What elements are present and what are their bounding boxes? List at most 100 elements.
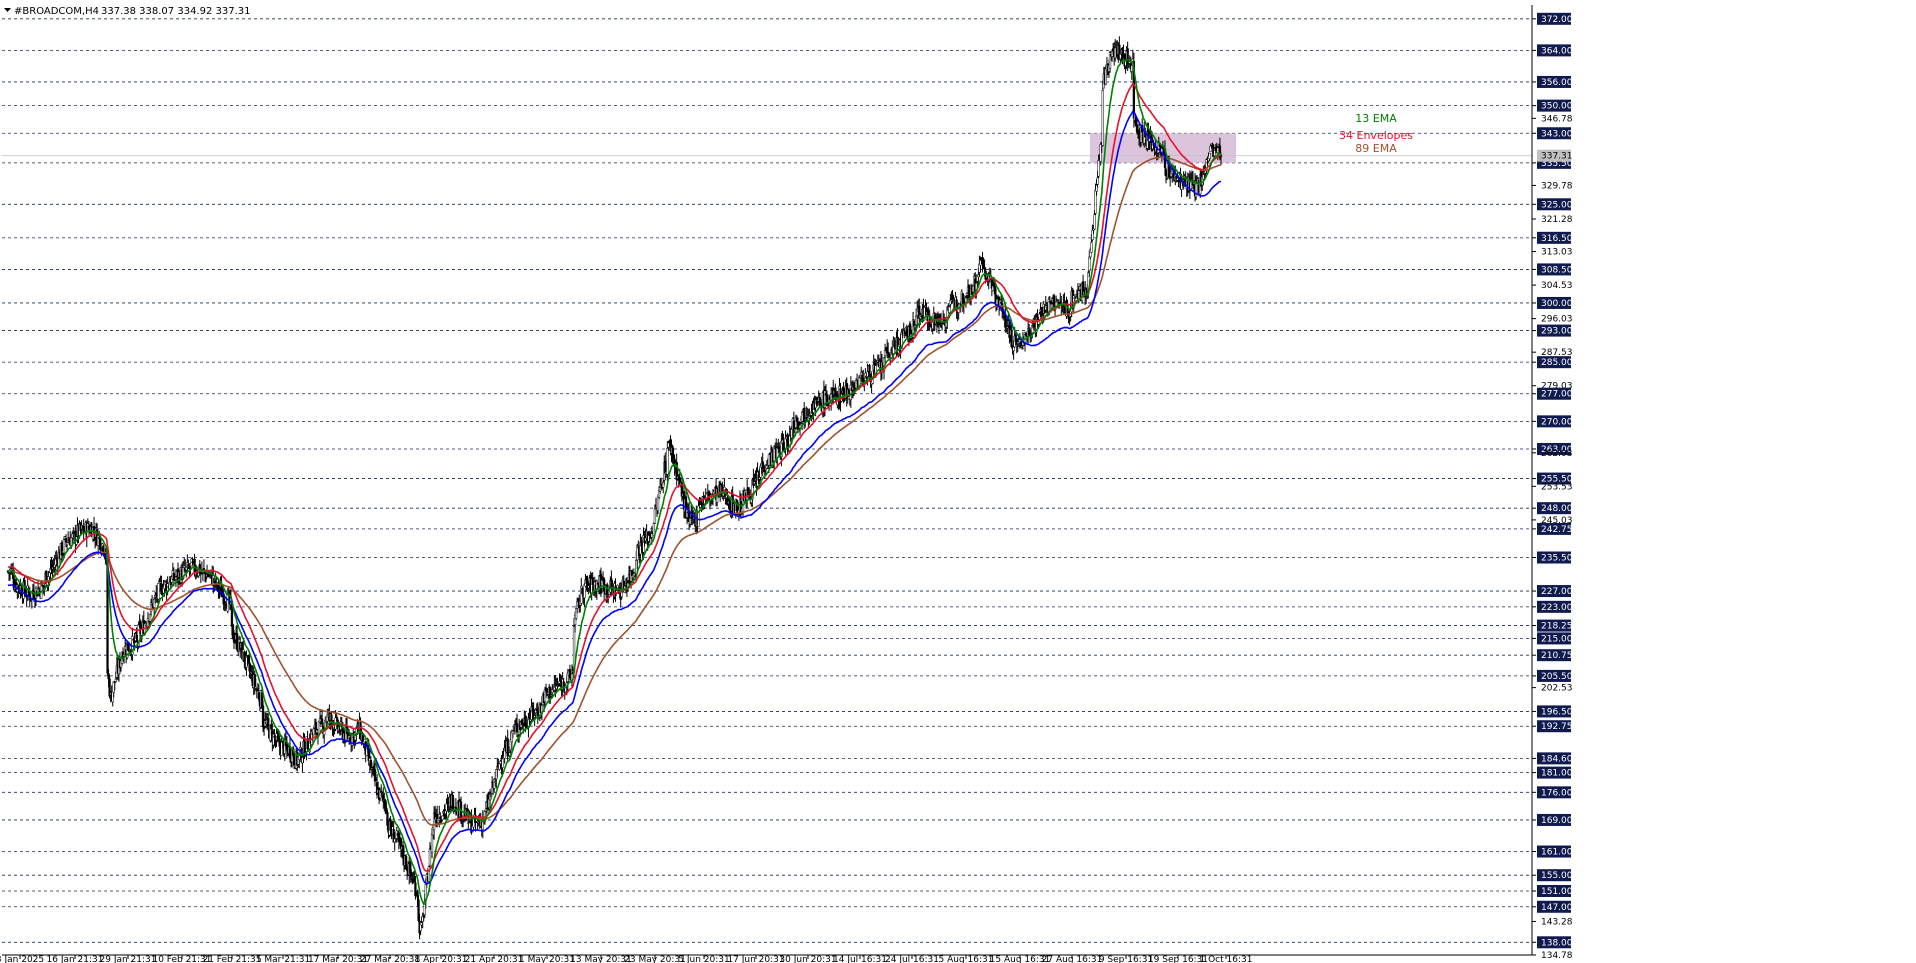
candle-body <box>562 681 565 688</box>
candle-body <box>135 635 138 639</box>
price-label-bg <box>1537 522 1571 535</box>
candle-body <box>1010 329 1013 348</box>
candle-body <box>373 769 377 782</box>
time-label: 15 Aug 16:31 <box>990 955 1051 963</box>
candle-body <box>257 692 261 700</box>
candle-body <box>223 601 226 603</box>
candle-body <box>440 820 443 823</box>
price-label: 287.53 <box>1541 348 1573 358</box>
candle-body <box>380 790 383 793</box>
price-label-bg <box>1537 845 1571 858</box>
price-label: 138.00 <box>1541 938 1573 948</box>
candle-body <box>148 614 152 622</box>
price-label-bg <box>1537 551 1571 564</box>
triangle-down-icon <box>4 8 11 12</box>
time-label: 5 Mar 21:31 <box>256 955 310 963</box>
price-label: 192.75 <box>1541 722 1573 732</box>
indicator-lines <box>7 58 1222 906</box>
price-label: 242.75 <box>1541 525 1573 535</box>
time-label: 1 Oct 16:31 <box>1200 955 1253 963</box>
envelope-upper-line <box>7 82 1222 873</box>
price-label: 196.50 <box>1541 707 1573 717</box>
time-label: 5 Jun 20:31 <box>678 955 729 963</box>
price-label: 218.25 <box>1541 622 1573 632</box>
candle-body <box>948 306 951 314</box>
price-label-bg <box>1537 263 1571 276</box>
price-label: 325.00 <box>1541 200 1573 210</box>
price-label: 151.00 <box>1541 887 1573 897</box>
axes: 372.00 364.00 356.00 350.00 346.78 343.00 335.… <box>0 5 1573 963</box>
candle-body <box>847 389 850 397</box>
candle-body <box>417 899 420 921</box>
candle-body <box>281 740 284 743</box>
price-label: 169.00 <box>1541 816 1573 826</box>
price-label: 184.60 <box>1541 754 1573 764</box>
price-label: 235.50 <box>1541 554 1573 564</box>
price-label: 372.00 <box>1541 15 1573 25</box>
candle-body <box>883 350 887 356</box>
price-label: 223.00 <box>1541 603 1573 613</box>
price-label-bg <box>1537 502 1571 515</box>
candle-body <box>108 678 111 697</box>
candle-body <box>1206 161 1209 164</box>
candle-body <box>650 533 653 538</box>
candle-body <box>818 396 821 406</box>
price-label-bg <box>1537 936 1571 949</box>
price-label-bg <box>1537 669 1571 682</box>
ema-89-line <box>8 155 1222 826</box>
price-label-bg <box>1537 296 1571 309</box>
candle-body <box>441 815 444 820</box>
price-label: 270.00 <box>1541 417 1573 427</box>
price-label-bg <box>1537 813 1571 826</box>
price-label: 210.75 <box>1541 651 1573 661</box>
price-label-bg <box>1537 75 1571 88</box>
price-label-bg <box>1537 387 1571 400</box>
time-label: 3 Jan 2025 <box>0 955 44 963</box>
candle-body <box>793 428 797 431</box>
price-label: 308.50 <box>1541 265 1573 275</box>
price-label-bg <box>1537 705 1571 718</box>
candle-body <box>866 371 869 377</box>
price-label-bg <box>1537 472 1571 485</box>
price-label: 262.03 <box>1541 449 1573 459</box>
candle-body <box>1208 153 1211 159</box>
current-price-label: 337.31 <box>1541 152 1573 162</box>
price-label: 245.03 <box>1541 516 1573 526</box>
price-label: 155.00 <box>1541 871 1573 881</box>
candle-body <box>320 718 324 724</box>
legend-34-envelopes: 34 Envelopes <box>1339 129 1413 142</box>
candle-body <box>653 508 657 524</box>
price-label-bg <box>1537 44 1571 57</box>
price-label-bg <box>1537 198 1571 211</box>
price-label-bg <box>1537 752 1571 765</box>
time-label: 14 Jul 16:31 <box>833 955 887 963</box>
price-label-bg <box>1537 720 1571 733</box>
candle-body <box>1006 326 1009 329</box>
price-label: 321.28 <box>1541 215 1573 225</box>
price-label-bg <box>1537 766 1571 779</box>
price-label: 205.50 <box>1541 672 1573 682</box>
legend-89-ema: 89 EMA <box>1355 142 1397 155</box>
price-label: 253.53 <box>1541 482 1573 492</box>
time-label: 19 Sep 16:31 <box>1148 955 1208 963</box>
candle-body <box>157 583 160 600</box>
time-label: 23 May 20:31 <box>624 955 686 963</box>
price-label: 176.00 <box>1541 788 1573 798</box>
candle-body <box>803 407 806 423</box>
price-label: 350.00 <box>1541 102 1573 112</box>
price-label: 227.00 <box>1541 587 1573 597</box>
candle-body <box>549 687 552 699</box>
candle-body <box>1209 145 1212 152</box>
candle-body <box>967 284 971 294</box>
ema-13-line <box>7 58 1222 906</box>
time-label: 30 Jun 20:31 <box>779 955 836 963</box>
envelope-lower-line <box>7 109 1222 885</box>
time-label: 8 Apr 20:31 <box>415 955 468 963</box>
candle-body <box>800 412 804 422</box>
candle-body <box>1097 160 1100 177</box>
candle-body <box>1095 184 1098 192</box>
price-label-bg <box>1537 600 1571 613</box>
price-label-bg <box>1537 869 1571 882</box>
